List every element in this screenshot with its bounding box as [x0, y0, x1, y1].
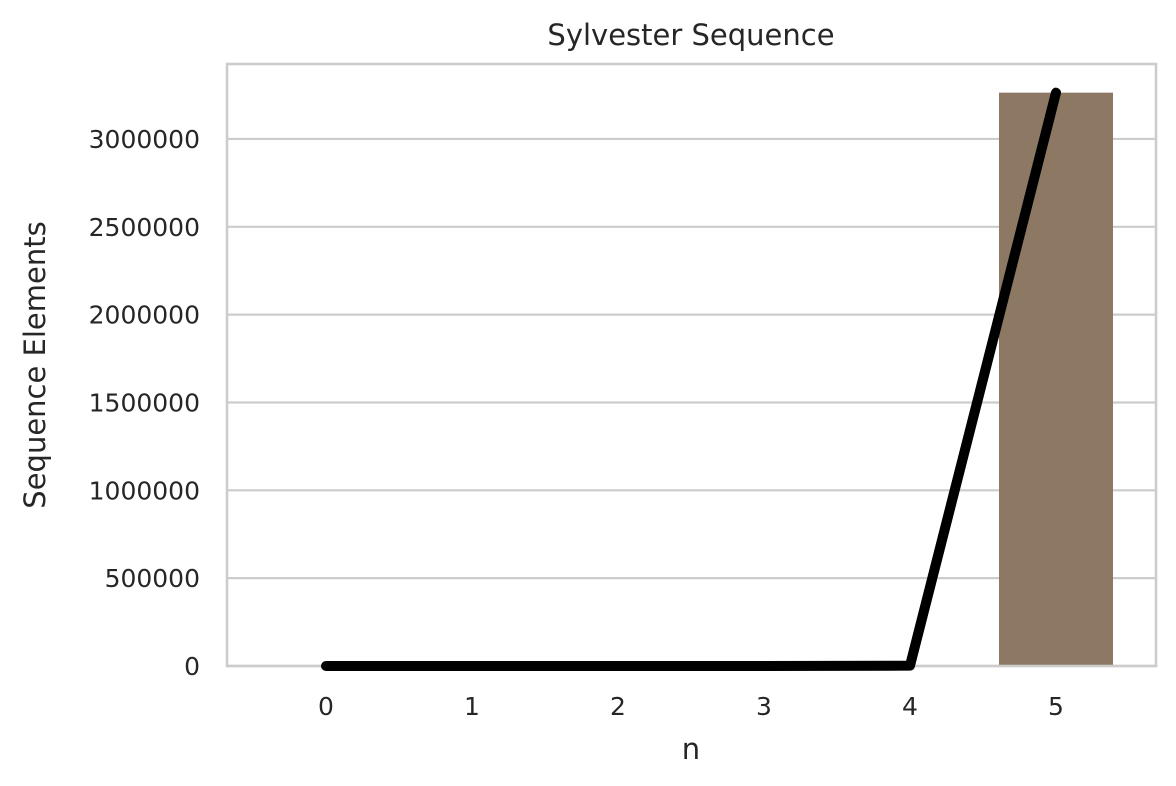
- x-tick-label: 3: [756, 692, 772, 721]
- line-series: [321, 87, 1061, 671]
- y-tick-label: 2000000: [89, 301, 200, 330]
- x-tick-label: 2: [610, 692, 626, 721]
- y-tick-label: 1000000: [89, 476, 200, 505]
- x-tick-labels: 0 1 2 3 4 5: [318, 692, 1064, 721]
- grid-lines: [227, 137, 1156, 668]
- y-tick-labels: 0 500000 1000000 1500000 2000000 2500000 30000…: [89, 125, 200, 681]
- x-axis-label: n: [682, 732, 700, 766]
- bar: [999, 92, 1113, 667]
- y-tick-label: 500000: [105, 564, 200, 593]
- x-tick-label: 1: [464, 692, 480, 721]
- x-tick-label: 4: [902, 692, 918, 721]
- y-tick-label: 0: [184, 652, 200, 681]
- y-tick-label: 2500000: [89, 213, 200, 242]
- y-axis-label: Sequence Elements: [18, 221, 52, 508]
- bars: [269, 92, 1113, 667]
- y-tick-label: 1500000: [89, 388, 200, 417]
- series-line: [321, 87, 1061, 671]
- chart-title: Sylvester Sequence: [547, 18, 834, 52]
- x-tick-label: 5: [1048, 692, 1064, 721]
- y-tick-label: 3000000: [89, 125, 200, 154]
- x-tick-label: 0: [318, 692, 334, 721]
